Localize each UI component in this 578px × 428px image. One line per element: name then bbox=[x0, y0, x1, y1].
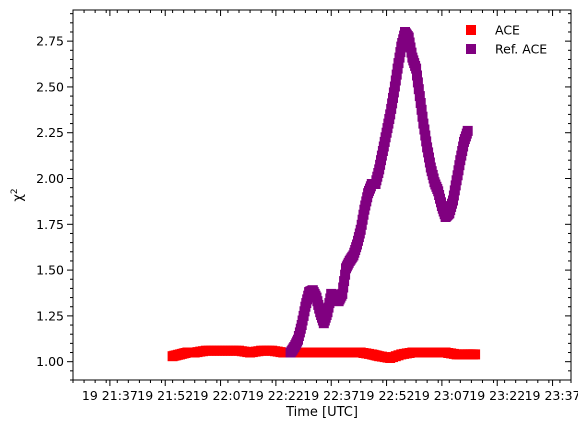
legend-marker-ace bbox=[466, 25, 476, 35]
data-point-ref-ace bbox=[415, 98, 426, 108]
y-tick-label: 2.75 bbox=[36, 34, 64, 49]
data-point-ref-ace bbox=[338, 282, 349, 293]
data-point-ref-ace bbox=[394, 52, 405, 63]
x-tick-label: 19 23:07 bbox=[414, 388, 470, 403]
data-point-ref-ace bbox=[388, 92, 398, 103]
y-tick-label: 1.50 bbox=[36, 263, 64, 278]
y-tick-label: 2.25 bbox=[36, 125, 64, 140]
data-point-ref-ace bbox=[413, 84, 424, 95]
x-tick-label: 19 22:37 bbox=[303, 388, 359, 403]
data-point-ref-ace bbox=[412, 70, 422, 81]
data-point-ref-ace bbox=[391, 69, 402, 80]
data-point-ace bbox=[470, 349, 481, 360]
x-tick-label: 19 22:22 bbox=[248, 388, 304, 403]
x-tick-label: 19 22:07 bbox=[193, 388, 249, 403]
data-point-ref-ace bbox=[421, 136, 432, 147]
data-point-ref-ace bbox=[419, 124, 430, 135]
y-tick-label: 1.00 bbox=[36, 354, 64, 369]
y-tick-label: 2.00 bbox=[36, 171, 64, 186]
data-point-ref-ace bbox=[390, 75, 401, 86]
y-axis-label: χ2 bbox=[10, 188, 26, 201]
data-point-ref-ace bbox=[414, 91, 425, 102]
x-tick-label: 19 22:52 bbox=[359, 388, 415, 403]
y-axis-label-superscript: 2 bbox=[10, 188, 20, 194]
data-point-ref-ace bbox=[453, 165, 464, 176]
data-point-ref-ace bbox=[339, 276, 350, 287]
data-point-ref-ace bbox=[393, 58, 404, 69]
data-point-ref-ace bbox=[411, 63, 422, 74]
data-point-ref-ace bbox=[417, 111, 428, 122]
data-point-ref-ace bbox=[462, 125, 473, 136]
y-tick-label: 1.75 bbox=[36, 217, 64, 232]
data-point-ref-ace bbox=[337, 288, 348, 299]
legend-marker-ref-ace bbox=[466, 44, 476, 54]
x-axis-label: Time [UTC] bbox=[285, 405, 358, 420]
data-point-ref-ace bbox=[418, 118, 429, 129]
plot-frame bbox=[72, 9, 572, 381]
data-point-ref-ace bbox=[448, 190, 459, 201]
data-point-ref-ace bbox=[388, 87, 399, 98]
legend-label-ace: ACE bbox=[495, 23, 520, 38]
data-point-ref-ace bbox=[395, 47, 406, 58]
legend: ACE Ref. ACE bbox=[466, 23, 547, 57]
plot-area bbox=[167, 27, 481, 363]
data-point-ref-ace bbox=[423, 147, 434, 158]
y-tick-label: 2.50 bbox=[36, 79, 64, 94]
data-point-ref-ace bbox=[387, 98, 398, 109]
data-point-ref-ace bbox=[450, 180, 461, 191]
axes: 19 21:37 19 21:52 19 22:07 19 22:22 19 22:37… bbox=[36, 10, 578, 403]
data-point-ref-ace bbox=[340, 269, 351, 280]
x-tick-label: 19 23:37 bbox=[525, 388, 578, 403]
x-tick-label: 19 21:37 bbox=[82, 388, 138, 403]
data-point-ref-ace bbox=[405, 42, 416, 53]
y-tick-label: 1.25 bbox=[36, 308, 64, 323]
data-point-ref-ace bbox=[416, 104, 427, 115]
data-point-ref-ace bbox=[392, 63, 403, 74]
legend-label-ref-ace: Ref. ACE bbox=[495, 42, 547, 57]
data-point-ref-ace bbox=[420, 130, 431, 141]
y-axis-label-base: χ bbox=[11, 194, 26, 202]
x-tick-label: 19 23:22 bbox=[469, 388, 525, 403]
data-point-ref-ace bbox=[385, 109, 396, 120]
data-point-ref-ace bbox=[356, 219, 367, 230]
x-tick-label: 19 21:52 bbox=[137, 388, 193, 403]
data-point-ref-ace bbox=[389, 81, 400, 92]
data-point-ref-ace bbox=[386, 103, 397, 114]
data-point-ref-ace bbox=[412, 77, 423, 88]
